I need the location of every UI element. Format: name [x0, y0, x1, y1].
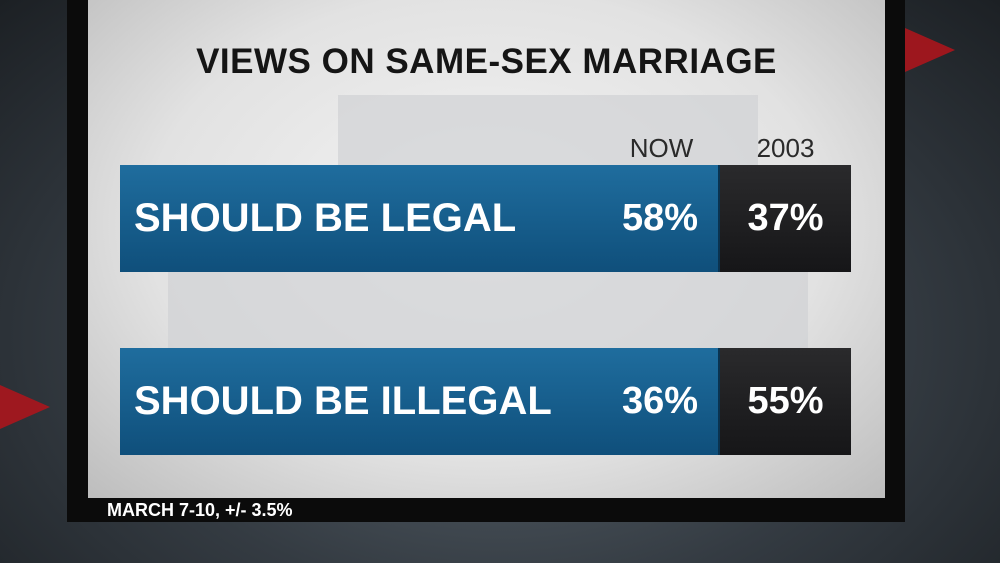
column-header: 2003 — [756, 133, 815, 163]
row: SHOULD BE ILLEGAL 36% 55% — [120, 348, 851, 455]
now-value: 58% — [621, 197, 698, 239]
decor-arrow — [905, 28, 955, 72]
bg-building — [168, 272, 808, 348]
label-cell — [120, 165, 720, 272]
decor-arrow — [0, 385, 50, 429]
footnote: MARCH 7-10, +/- 3.5% — [107, 500, 293, 520]
column-header: NOW — [629, 133, 694, 163]
old-value: 55% — [747, 380, 824, 422]
row: SHOULD BE LEGAL 58% 37% — [120, 165, 851, 272]
row-label: SHOULD BE LEGAL — [134, 196, 517, 240]
bg-building — [338, 95, 758, 165]
old-value: 37% — [747, 197, 824, 239]
now-value: 36% — [621, 380, 698, 422]
title: VIEWS ON SAME-SEX MARRIAGE — [196, 42, 777, 81]
label-cell — [120, 348, 720, 455]
old-cell — [720, 165, 851, 272]
old-cell — [720, 348, 851, 455]
row-label: SHOULD BE ILLEGAL — [134, 379, 552, 423]
